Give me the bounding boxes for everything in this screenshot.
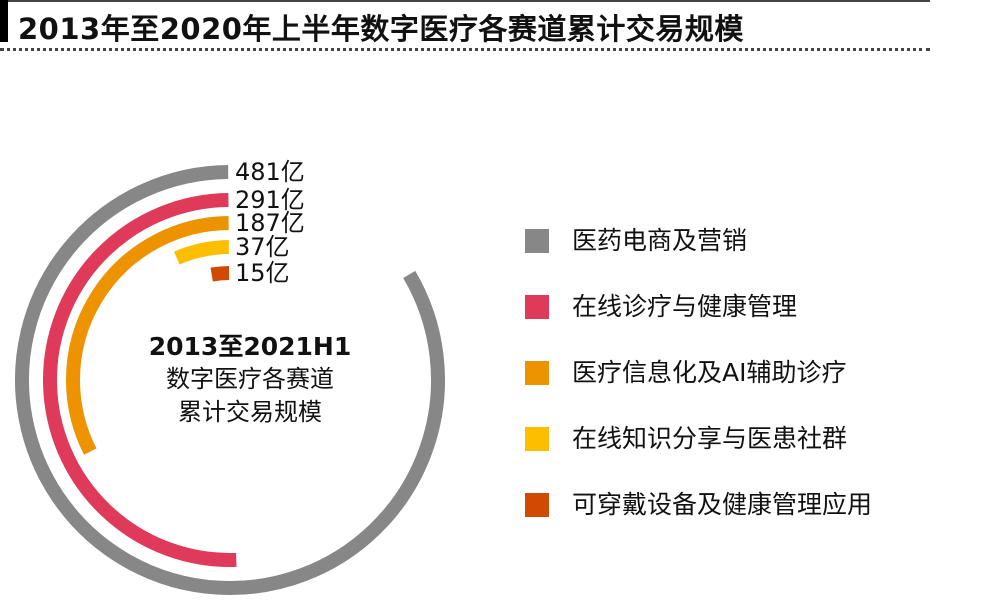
top-rule — [8, 0, 930, 2]
legend-swatch — [525, 493, 549, 517]
title-divider — [0, 48, 930, 51]
value-label: 291亿 — [235, 186, 305, 214]
header-accent-bar — [0, 0, 8, 42]
legend-swatch — [525, 229, 549, 253]
center-label: 2013至2021H1 数字医疗各赛道 累计交易规模 — [130, 330, 370, 429]
radial-bar — [210, 266, 230, 282]
radial-bar — [66, 216, 229, 455]
legend-label: 在线诊疗与健康管理 — [572, 292, 798, 321]
value-label: 187亿 — [235, 209, 305, 237]
radial-bar — [15, 165, 445, 595]
value-label: 15亿 — [235, 259, 290, 287]
radial-bar — [43, 193, 237, 567]
legend-swatch — [525, 361, 549, 385]
center-label-line3: 累计交易规模 — [178, 398, 322, 426]
legend-label: 可穿戴设备及健康管理应用 — [572, 490, 873, 519]
legend-label: 医疗信息化及AI辅助诊疗 — [572, 358, 847, 387]
radial-bar — [174, 240, 230, 265]
chart-title: 2013年至2020年上半年数字医疗各赛道累计交易规模 — [18, 12, 744, 46]
legend-label: 医药电商及营销 — [572, 226, 748, 255]
legend-swatch — [525, 427, 549, 451]
center-label-line2: 数字医疗各赛道 — [166, 365, 334, 393]
value-label: 37亿 — [235, 233, 290, 261]
legend-swatch — [525, 295, 549, 319]
legend-label: 在线知识分享与医患社群 — [572, 424, 848, 453]
value-label: 481亿 — [235, 158, 305, 186]
center-label-line1: 2013至2021H1 — [148, 332, 352, 361]
